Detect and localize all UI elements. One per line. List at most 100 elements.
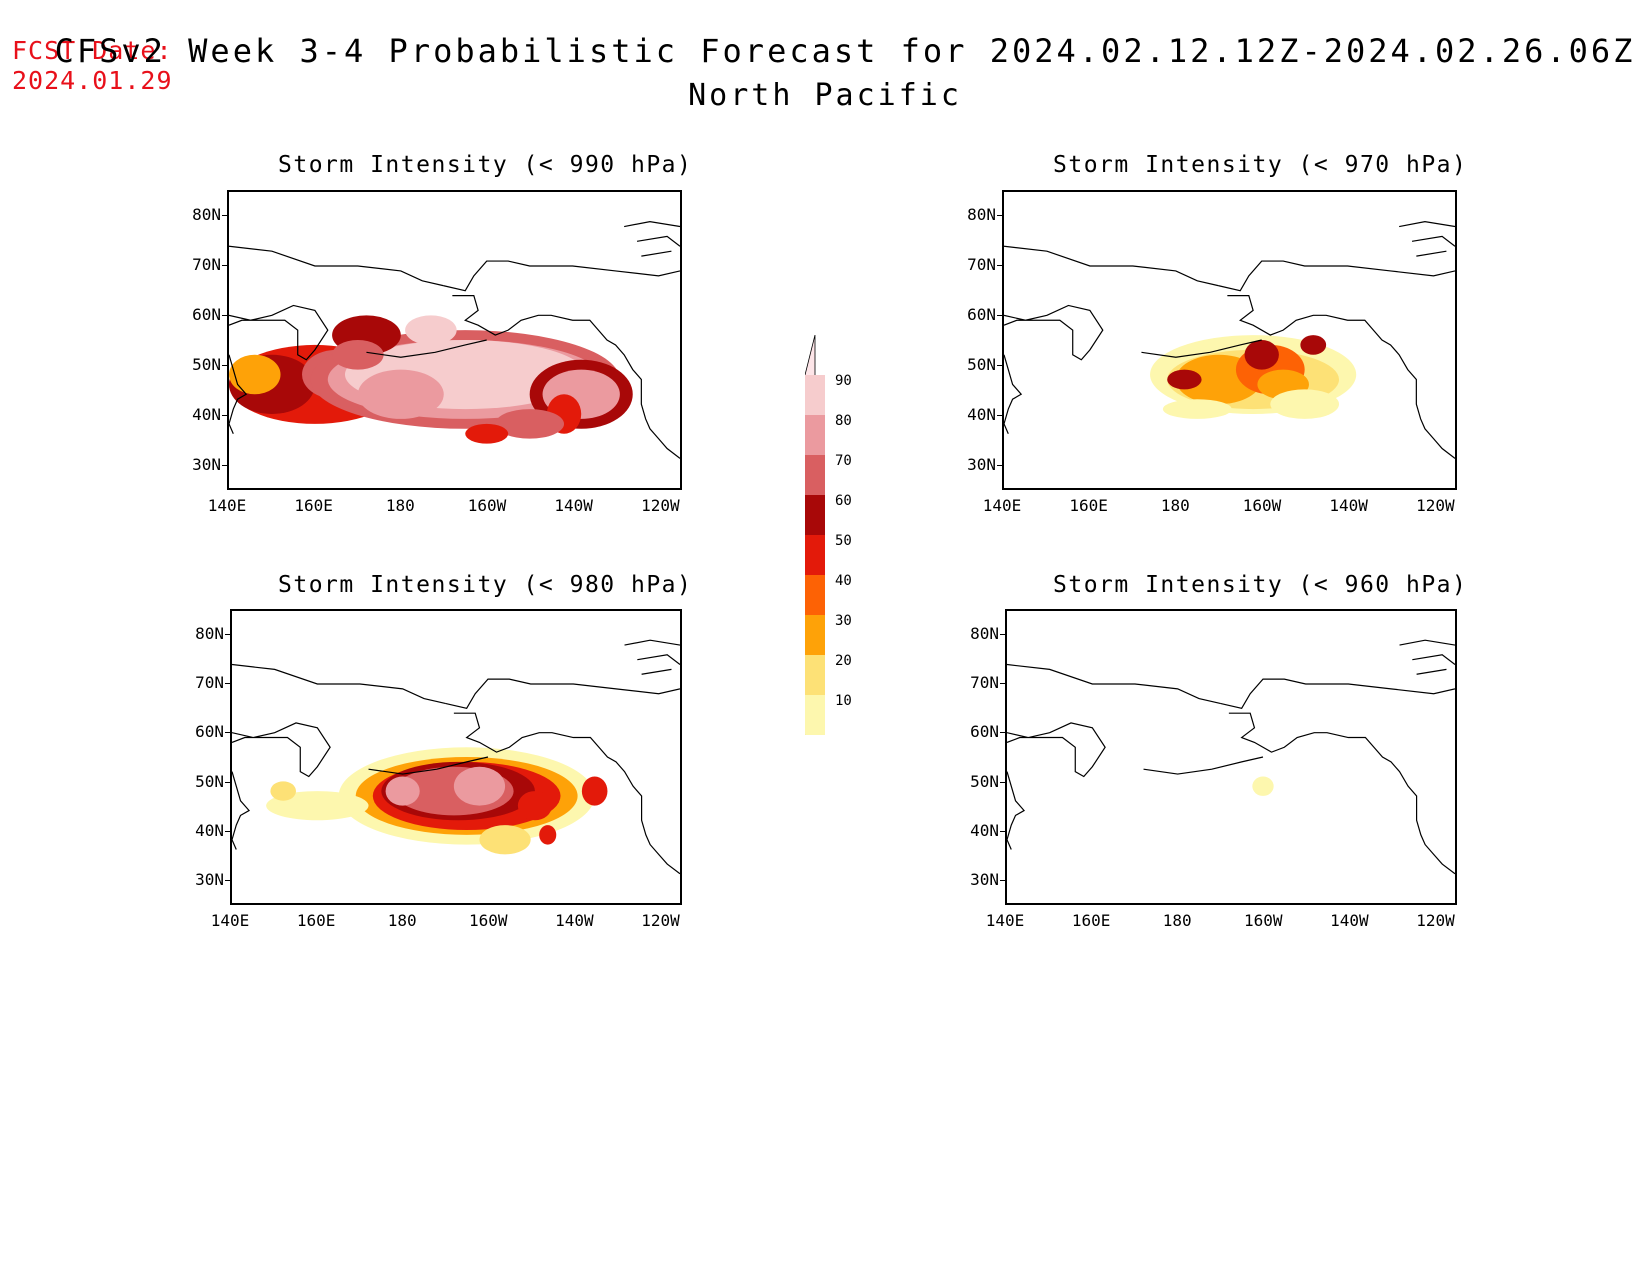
probability-contour	[465, 423, 509, 444]
probability-contour	[1167, 369, 1202, 390]
coastline	[368, 756, 489, 775]
coastline	[641, 668, 672, 675]
x-tick-label: 140E	[210, 911, 250, 930]
page-title: CFSv2 Week 3-4 Probabilistic Forecast fo…	[0, 32, 1650, 70]
coastline	[1007, 663, 1221, 705]
coastline	[232, 722, 331, 778]
y-tick-label: 40N	[967, 405, 996, 424]
y-tick-label: 50N	[967, 355, 996, 374]
probability-contour	[453, 766, 506, 806]
colorbar-swatch	[805, 495, 825, 535]
y-tick-mark	[997, 365, 1002, 366]
probability-contour	[1162, 399, 1232, 419]
y-tick-label: 50N	[195, 771, 224, 791]
colorbar-label: 90	[835, 373, 852, 389]
y-tick-label: 80N	[967, 205, 996, 224]
y-tick-label: 60N	[195, 722, 224, 742]
coastline	[229, 304, 329, 361]
colorbar-swatch	[805, 695, 825, 735]
x-tick-label: 180	[1160, 496, 1190, 515]
y-tick-mark	[997, 315, 1002, 316]
y-tick-mark	[222, 315, 227, 316]
y-tick-mark	[997, 215, 1002, 216]
y-tick-mark	[1000, 781, 1005, 783]
x-tick-label: 160W	[469, 911, 508, 930]
y-tick-label: 30N	[195, 870, 224, 890]
coastline	[1143, 756, 1264, 775]
y-tick-mark	[997, 465, 1002, 466]
y-tick-label: 70N	[192, 255, 221, 274]
colorbar-swatch	[805, 535, 825, 575]
panel-title-970: Storm Intensity (< 970 hPa)	[1053, 152, 1468, 178]
probability-contour	[385, 776, 420, 806]
y-tick-mark	[225, 781, 230, 783]
coastline	[1399, 220, 1455, 228]
y-tick-label: 80N	[192, 205, 221, 224]
coastline	[366, 339, 487, 358]
map-panel-990	[227, 190, 682, 490]
probability-contour	[495, 409, 565, 439]
panel-title-980: Storm Intensity (< 980 hPa)	[278, 572, 693, 598]
coastline	[1007, 771, 1026, 850]
colorbar-label: 20	[835, 653, 852, 669]
y-tick-label: 60N	[192, 305, 221, 324]
coastline	[445, 678, 680, 710]
forecast-date-block: FCST Date: 2024.01.29	[12, 36, 173, 96]
y-tick-label: 40N	[195, 821, 224, 840]
probability-contour	[1300, 335, 1327, 355]
coastline	[229, 354, 248, 434]
coastline	[453, 712, 680, 875]
x-tick-label: 140W	[1330, 911, 1369, 930]
colorbar-legend: 90 80 70 60 50 40 30 20 10	[805, 335, 925, 735]
x-tick-label: 180	[1162, 911, 1192, 930]
x-tick-label: 160E	[1071, 911, 1111, 930]
map-panel-970	[1002, 190, 1457, 490]
map-canvas	[232, 639, 680, 875]
coastline	[232, 663, 446, 705]
coastline	[1218, 260, 1455, 292]
page-title-text: CFSv2 Week 3-4 Probabilistic Forecast fo…	[54, 32, 1636, 70]
coastline	[232, 771, 251, 850]
probability-contour	[1252, 776, 1274, 796]
region-subtitle: North Pacific	[688, 78, 962, 113]
probability-contour	[229, 354, 281, 395]
probability-contour	[270, 781, 296, 801]
coastline	[636, 235, 680, 247]
y-tick-label: 40N	[192, 405, 221, 424]
x-tick-label: 140W	[554, 496, 593, 515]
coastline	[1141, 339, 1262, 358]
colorbar-swatch	[805, 375, 825, 415]
colorbar-swatches	[805, 335, 825, 735]
probability-contour	[479, 825, 531, 855]
colorbar-label: 10	[835, 693, 852, 709]
colorbar-swatch	[805, 655, 825, 695]
x-tick-label: 140W	[555, 911, 594, 930]
panel-title-960: Storm Intensity (< 960 hPa)	[1053, 572, 1468, 598]
y-tick-mark	[225, 831, 230, 832]
y-tick-label: 30N	[192, 455, 221, 474]
x-tick-label: 160E	[294, 496, 333, 515]
x-tick-label: 160E	[296, 911, 336, 930]
coastline	[1411, 235, 1455, 247]
x-tick-label: 120W	[1416, 911, 1455, 930]
y-tick-mark	[997, 415, 1002, 416]
panel-title-990: Storm Intensity (< 990 hPa)	[278, 152, 693, 178]
probability-contour	[539, 825, 557, 845]
y-tick-label: 50N	[192, 355, 221, 374]
y-tick-mark	[225, 633, 230, 635]
coastline	[641, 250, 672, 257]
y-tick-mark	[1000, 880, 1005, 882]
x-tick-label: 160W	[1242, 496, 1282, 515]
map-panel-960	[1005, 609, 1457, 905]
colorbar-swatch	[805, 455, 825, 495]
y-tick-label: 30N	[967, 455, 996, 474]
colorbar-swatch	[805, 615, 825, 655]
colorbar-label: 50	[835, 533, 852, 549]
colorbar-label: 60	[835, 493, 852, 509]
probability-contour	[517, 791, 552, 821]
y-tick-label: 60N	[967, 305, 996, 324]
coastline	[1220, 678, 1455, 710]
x-tick-label: 120W	[1416, 496, 1455, 515]
map-canvas	[1004, 220, 1455, 459]
colorbar-label: 70	[835, 453, 852, 469]
